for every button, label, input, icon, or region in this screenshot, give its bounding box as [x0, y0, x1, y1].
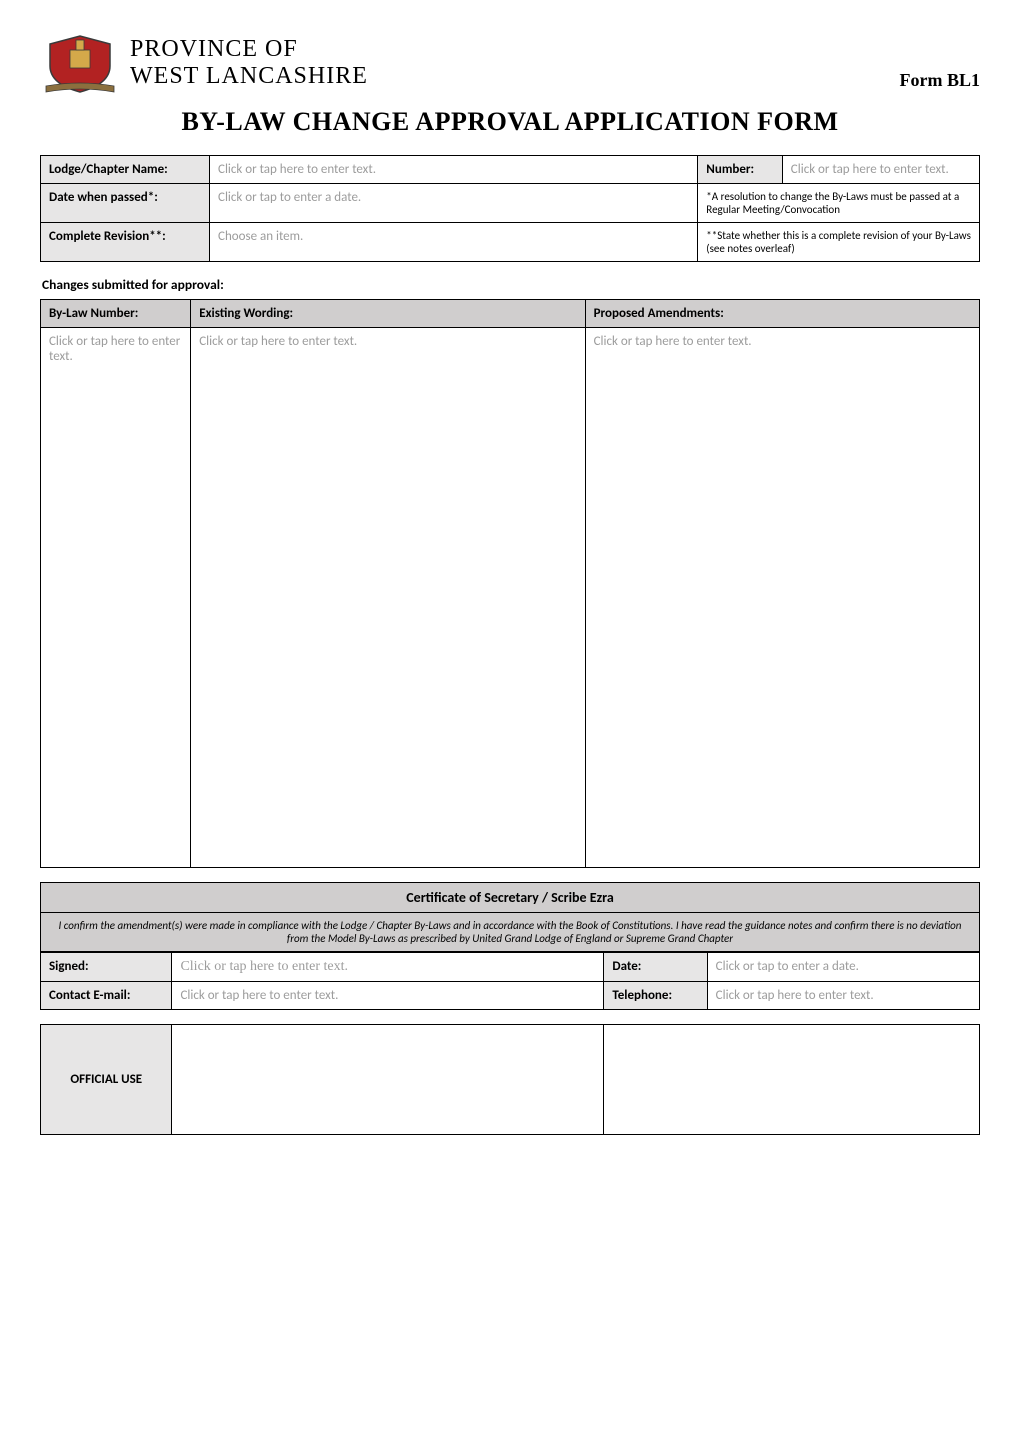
telephone-label: Telephone:: [604, 982, 707, 1010]
complete-revision-select[interactable]: Choose an item.: [210, 223, 698, 262]
changes-heading: Changes submitted for approval:: [42, 276, 980, 293]
col-proposed-amendments: Proposed Amendments:: [585, 300, 979, 328]
cert-row-signed: Signed: Click or tap here to enter text.…: [41, 953, 980, 982]
existing-wording-input[interactable]: Click or tap here to enter text.: [191, 328, 585, 868]
info-row-revision: Complete Revision**: Choose an item. **S…: [41, 223, 980, 262]
cert-date-label: Date:: [604, 953, 707, 982]
official-use-table: OFFICIAL USE: [40, 1024, 980, 1135]
province-title-block: PROVINCE OF WEST LANCASHIRE: [130, 36, 900, 90]
page-header: PROVINCE OF WEST LANCASHIRE Form BL1: [40, 30, 980, 95]
certificate-declaration: I confirm the amendment(s) were made in …: [40, 913, 980, 952]
info-row-lodge: Lodge/Chapter Name: Click or tap here to…: [41, 156, 980, 184]
crest-icon: [40, 30, 120, 95]
official-use-row: OFFICIAL USE: [41, 1025, 980, 1135]
province-line2: WEST LANCASHIRE: [130, 63, 900, 90]
lodge-name-input[interactable]: Click or tap here to enter text.: [210, 156, 698, 184]
signed-label: Signed:: [41, 953, 172, 982]
changes-header-row: By-Law Number: Existing Wording: Propose…: [41, 300, 980, 328]
official-use-label: OFFICIAL USE: [41, 1025, 172, 1135]
changes-table: By-Law Number: Existing Wording: Propose…: [40, 299, 980, 868]
bylaw-number-input[interactable]: Click or tap here to enter text.: [41, 328, 191, 868]
date-passed-label: Date when passed*:: [41, 184, 210, 223]
info-row-date: Date when passed*: Click or tap to enter…: [41, 184, 980, 223]
certificate-block: Certificate of Secretary / Scribe Ezra I…: [40, 882, 980, 1010]
changes-data-row: Click or tap here to enter text. Click o…: [41, 328, 980, 868]
certificate-fields-table: Signed: Click or tap here to enter text.…: [40, 952, 980, 1010]
official-use-field-1: [172, 1025, 604, 1135]
date-passed-footnote: *A resolution to change the By-Laws must…: [698, 184, 980, 223]
certificate-title: Certificate of Secretary / Scribe Ezra: [40, 882, 980, 913]
date-passed-input[interactable]: Click or tap to enter a date.: [210, 184, 698, 223]
lodge-number-input[interactable]: Click or tap here to enter text.: [782, 156, 979, 184]
complete-revision-footnote: **State whether this is a complete revis…: [698, 223, 980, 262]
proposed-amendments-input[interactable]: Click or tap here to enter text.: [585, 328, 979, 868]
info-table: Lodge/Chapter Name: Click or tap here to…: [40, 155, 980, 262]
province-line1: PROVINCE OF: [130, 36, 900, 63]
lodge-number-label: Number:: [698, 156, 783, 184]
col-existing-wording: Existing Wording:: [191, 300, 585, 328]
lodge-name-label: Lodge/Chapter Name:: [41, 156, 210, 184]
contact-email-label: Contact E-mail:: [41, 982, 172, 1010]
col-bylaw-number: By-Law Number:: [41, 300, 191, 328]
cert-row-contact: Contact E-mail: Click or tap here to ent…: [41, 982, 980, 1010]
cert-date-input[interactable]: Click or tap to enter a date.: [707, 953, 979, 982]
official-use-field-2: [604, 1025, 980, 1135]
page-title: BY-LAW CHANGE APPROVAL APPLICATION FORM: [40, 107, 980, 137]
complete-revision-label: Complete Revision**:: [41, 223, 210, 262]
form-code: Form BL1: [900, 70, 981, 91]
signed-input[interactable]: Click or tap here to enter text.: [172, 953, 604, 982]
contact-email-input[interactable]: Click or tap here to enter text.: [172, 982, 604, 1010]
telephone-input[interactable]: Click or tap here to enter text.: [707, 982, 979, 1010]
